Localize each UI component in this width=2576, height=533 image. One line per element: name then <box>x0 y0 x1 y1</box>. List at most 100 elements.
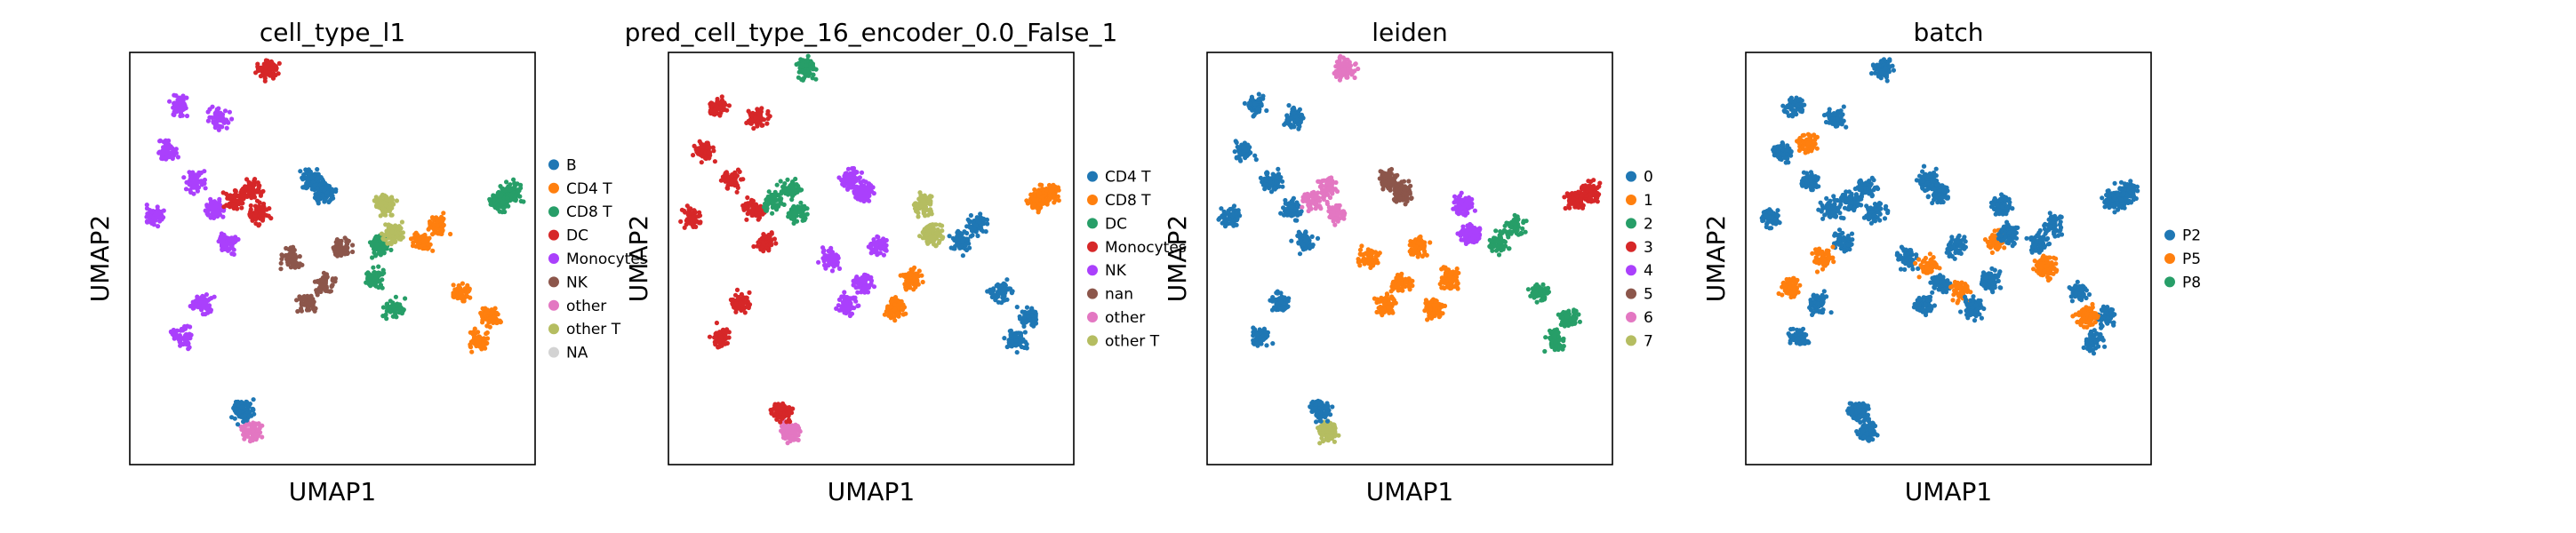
cell-point <box>937 238 942 243</box>
legend-label: CD4 T <box>1105 169 1151 187</box>
cell-point <box>750 212 756 218</box>
cell-point <box>859 170 865 175</box>
umap-panel-2: pred_cell_type_16_encoder_0.0_False_1UMA… <box>624 18 1187 506</box>
cell-point <box>301 185 307 190</box>
cell-point <box>1262 187 1268 192</box>
cell-point <box>705 145 710 150</box>
cell-point <box>744 203 749 208</box>
cell-point <box>337 239 342 244</box>
cell-point <box>292 265 298 270</box>
cell-point <box>985 221 990 227</box>
cell-point <box>464 293 470 299</box>
cell-point <box>1055 194 1060 199</box>
cell-point <box>1056 198 1061 203</box>
cell-point <box>393 294 398 299</box>
cell-point <box>774 182 780 187</box>
legend-marker <box>1087 218 1098 229</box>
cell-point <box>188 336 193 341</box>
cell-point <box>790 214 796 219</box>
cell-point <box>369 274 374 280</box>
cell-point <box>301 302 308 307</box>
cell-point <box>510 186 516 191</box>
cell-point <box>756 207 761 212</box>
cell-point <box>1013 333 1019 338</box>
cell-point <box>382 207 388 212</box>
cell-point <box>385 241 390 246</box>
legend-label: other T <box>1105 332 1160 350</box>
cell-point <box>716 330 723 335</box>
cell-point <box>860 188 865 194</box>
cell-point <box>1300 113 1305 118</box>
cell-point <box>848 300 853 306</box>
cell-point <box>378 282 384 288</box>
cell-point <box>775 409 780 414</box>
cell-point <box>184 113 190 119</box>
cell-point <box>716 99 722 105</box>
cell-point <box>220 190 226 195</box>
legend-marker <box>548 229 559 241</box>
legend-label: NK <box>566 274 588 291</box>
cell-point <box>940 228 945 234</box>
cell-point <box>834 306 839 311</box>
cell-point <box>224 117 229 123</box>
cell-point <box>381 200 387 205</box>
cell-point <box>292 257 298 262</box>
cell-point <box>699 160 704 165</box>
legend-label: other T <box>566 321 621 338</box>
cell-point <box>484 307 491 313</box>
cell-point <box>298 169 303 174</box>
cell-point <box>866 276 872 282</box>
cell-point <box>760 123 765 128</box>
cell-point <box>1253 337 1259 342</box>
cell-point <box>794 182 799 187</box>
cell-point <box>315 167 320 172</box>
cell-point <box>212 211 217 216</box>
cell-point <box>1242 100 1247 106</box>
cell-point <box>181 107 187 112</box>
cell-point <box>742 310 748 315</box>
cell-point <box>481 341 486 346</box>
cell-point <box>263 65 268 70</box>
cell-point <box>1270 171 1276 177</box>
cell-point <box>1315 235 1321 241</box>
cell-point <box>770 200 776 205</box>
cell-point <box>924 232 930 237</box>
cell-point <box>205 304 211 309</box>
cell-point <box>350 243 356 248</box>
cell-point <box>270 66 276 71</box>
cell-point <box>469 349 475 354</box>
cell-point <box>232 416 237 421</box>
cell-point <box>246 413 252 418</box>
cell-point <box>1278 306 1284 312</box>
cell-point <box>168 144 173 149</box>
cell-point <box>484 336 491 341</box>
cell-point <box>1228 220 1234 227</box>
cell-point <box>799 76 804 83</box>
cell-point <box>364 280 369 285</box>
cell-point <box>518 182 524 187</box>
cell-point <box>208 307 213 313</box>
cell-point <box>692 143 697 148</box>
cell-point <box>278 266 284 272</box>
cell-point <box>849 172 854 178</box>
cell-point <box>281 253 286 259</box>
cell-point <box>892 302 898 307</box>
cell-point <box>770 211 775 216</box>
cell-point <box>212 121 218 126</box>
cell-point <box>700 154 705 159</box>
legend-label: other <box>566 298 606 315</box>
legend-marker <box>548 253 559 264</box>
cell-point <box>242 418 247 424</box>
cell-point <box>757 113 764 118</box>
cell-point <box>258 74 263 79</box>
panel-title: cell_type_l1 <box>260 18 405 47</box>
cell-point <box>161 208 166 213</box>
legend-marker <box>1087 288 1098 299</box>
cell-point <box>183 187 189 192</box>
cell-point <box>184 342 189 347</box>
cell-point <box>180 113 185 118</box>
cell-points <box>144 58 526 444</box>
cell-point <box>168 329 173 334</box>
cell-point <box>1278 299 1284 305</box>
